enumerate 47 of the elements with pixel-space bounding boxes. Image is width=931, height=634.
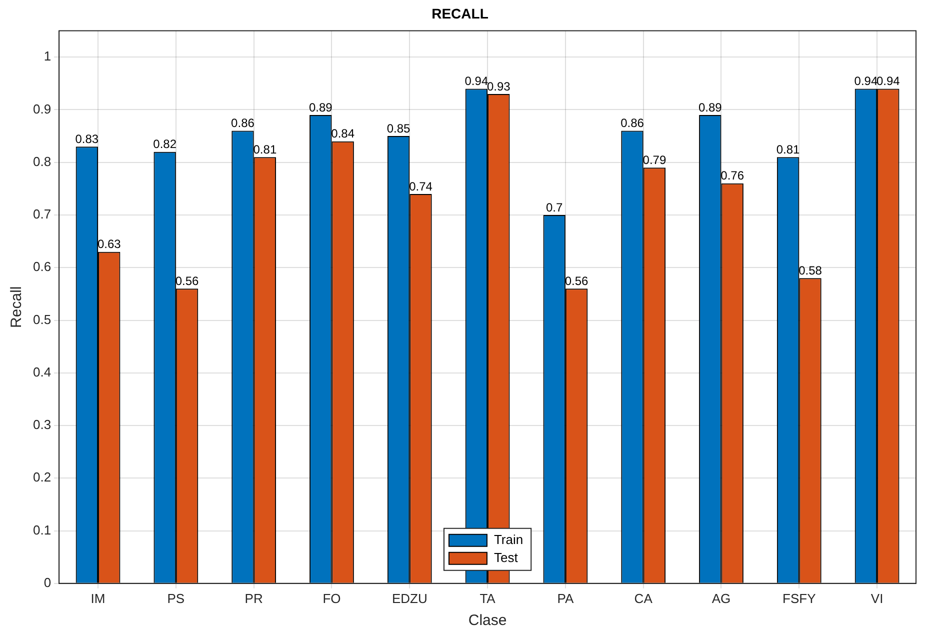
x-tick-label: EDZU	[392, 590, 428, 606]
x-tick-label: FSFY	[782, 590, 816, 606]
y-tick-label: 0.5	[32, 312, 52, 327]
data-label: 0.82	[153, 137, 177, 152]
data-label: 0.76	[720, 168, 744, 183]
legend-label: Train	[494, 532, 524, 547]
y-tick-label: 0.8	[32, 154, 52, 169]
data-label: 0.83	[75, 132, 99, 146]
y-tick-label: 0.1	[32, 522, 52, 538]
data-label: 0.63	[97, 237, 122, 252]
y-tick-label: 0.7	[32, 206, 52, 222]
y-tick-label: 0.9	[32, 101, 52, 116]
y-tick-label: 1	[44, 48, 52, 64]
x-tick-label: PS	[167, 590, 185, 606]
x-tick-label: PA	[557, 590, 574, 606]
x-tick-label: CA	[634, 590, 653, 606]
x-tick-label: AG	[712, 590, 731, 606]
data-label: 0.89	[698, 100, 722, 114]
data-label: 0.7	[546, 200, 563, 214]
x-axis-title: Clase	[468, 612, 507, 630]
data-label: 0.79	[642, 152, 666, 167]
data-label: 0.81	[776, 142, 800, 156]
data-label: 0.58	[798, 263, 822, 278]
data-label: 0.93	[486, 79, 511, 94]
data-label: 0.84	[331, 126, 355, 141]
x-tick-label: PR	[244, 590, 263, 606]
y-tick-label: 0	[44, 574, 52, 590]
data-label: 0.94	[464, 74, 488, 88]
y-axis-title: Recall	[8, 286, 26, 328]
data-label: 0.85	[386, 121, 411, 136]
data-label: 0.86	[620, 116, 644, 130]
y-tick-label: 0.3	[32, 417, 52, 432]
y-tick-label: 0.2	[32, 470, 52, 485]
data-label: 0.94	[854, 74, 878, 88]
chart-title: RECALL	[432, 5, 489, 22]
data-label: 0.74	[409, 179, 433, 194]
legend-label: Test	[494, 550, 518, 565]
x-tick-label: TA	[480, 590, 496, 606]
x-tick-label: VI	[870, 590, 884, 606]
x-tick-label: FO	[322, 590, 341, 606]
data-label: 0.94	[876, 74, 900, 88]
data-label: 0.81	[253, 142, 277, 156]
y-tick-label: 0.6	[32, 259, 52, 274]
data-label: 0.86	[231, 116, 255, 130]
x-tick-label: IM	[90, 590, 106, 606]
data-label: 0.89	[308, 100, 333, 114]
y-tick-label: 0.4	[32, 364, 52, 380]
